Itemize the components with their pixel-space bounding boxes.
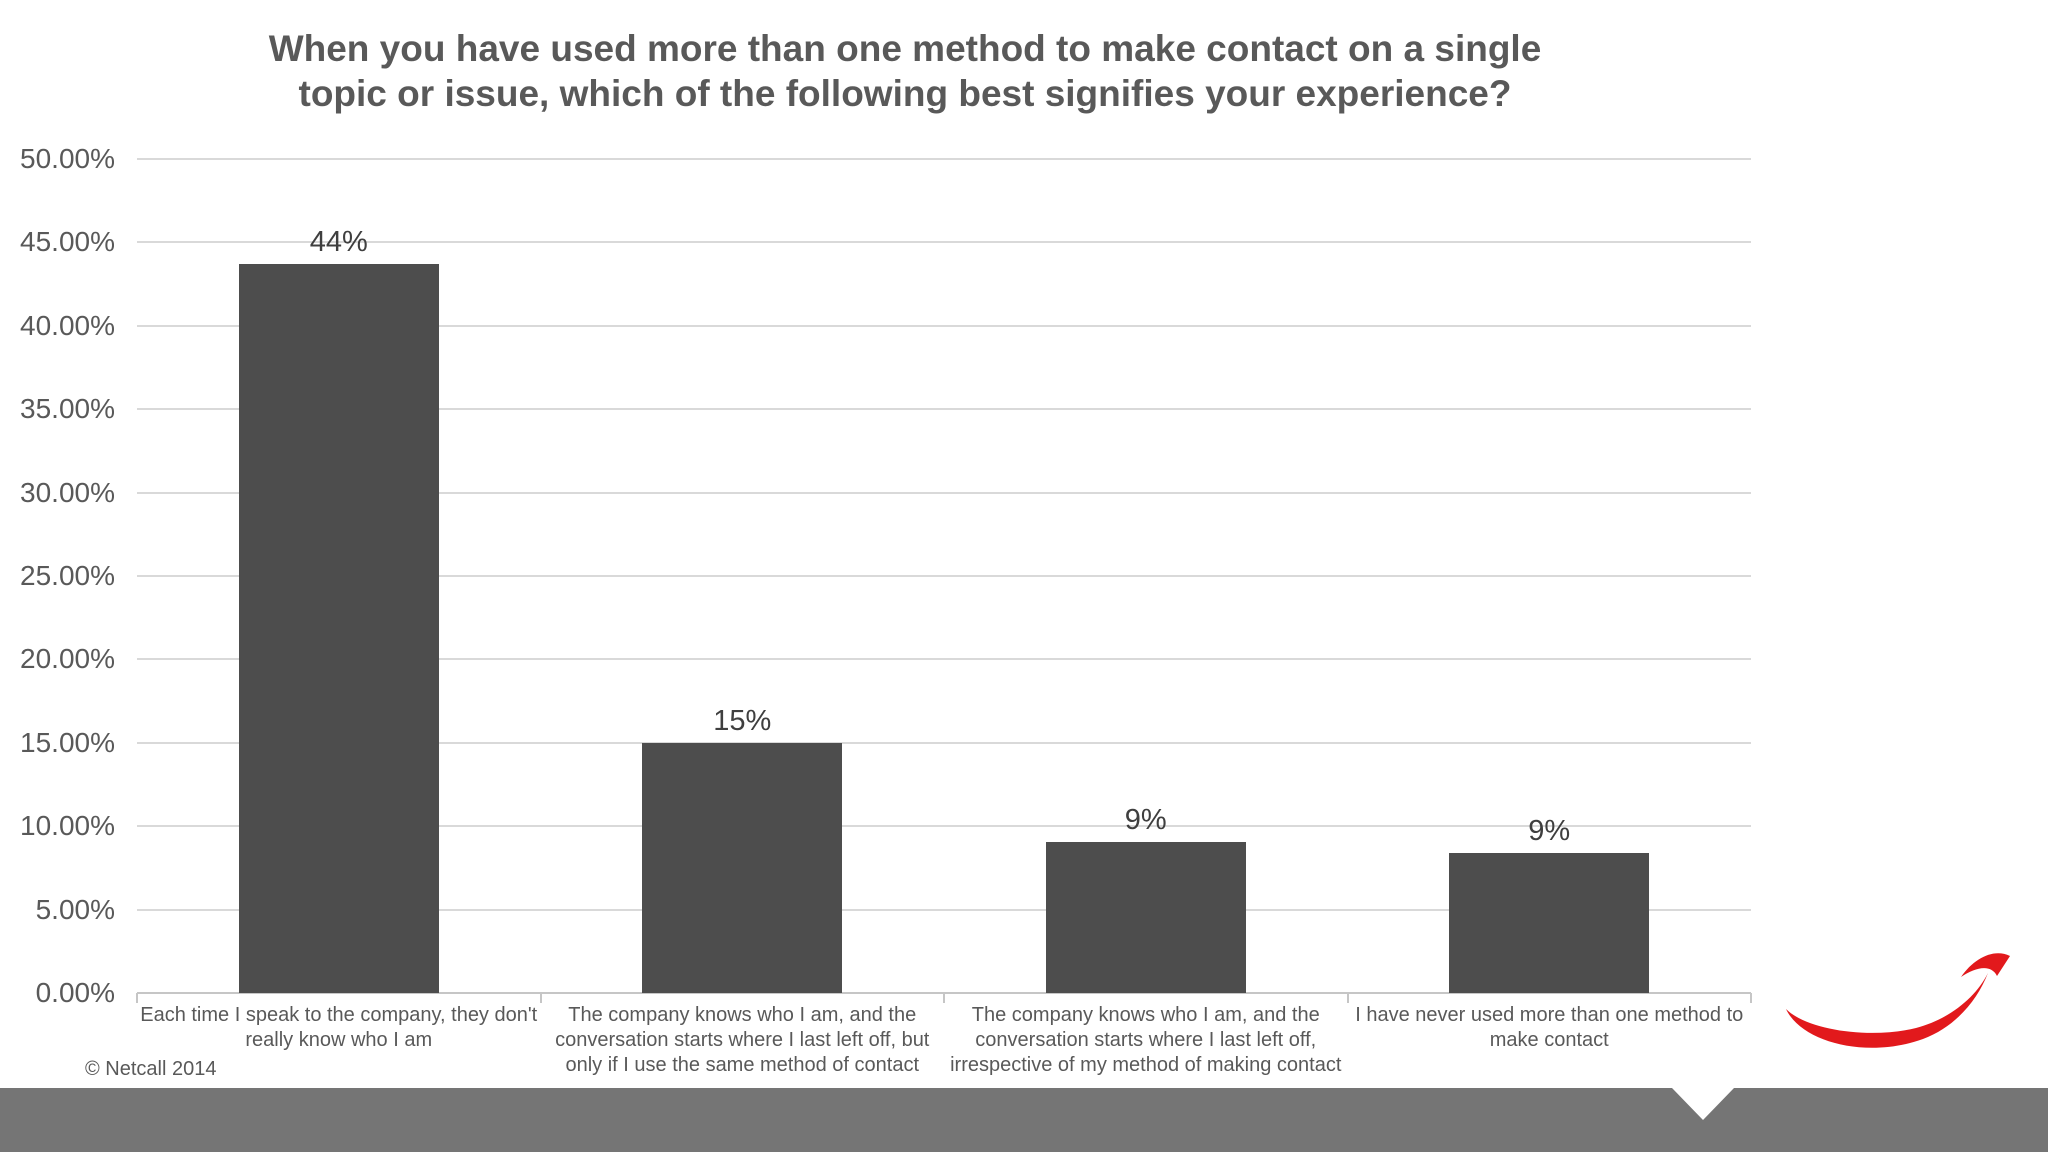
category-label: The company knows who I am, and the conv… <box>950 1004 1342 1076</box>
y-axis-label: 45.00% <box>20 226 115 258</box>
chart-title-line-1: When you have used more than one method … <box>268 28 1542 69</box>
bar-value-label: 15% <box>713 705 772 737</box>
netcall-swoosh-logo-icon <box>1786 953 2010 1048</box>
bar-value-label: 9% <box>1124 804 1167 836</box>
gridline <box>137 575 1751 577</box>
bar <box>1045 842 1246 993</box>
axis-tick <box>1750 993 1752 1003</box>
axis-tick <box>136 993 138 1003</box>
y-axis-label: 5.00% <box>35 893 115 925</box>
swoosh-curve <box>1786 973 1988 1048</box>
gridline <box>137 324 1751 327</box>
footer-bar <box>0 1088 2048 1152</box>
axis-tick <box>539 993 542 1003</box>
gridline <box>137 908 1751 911</box>
gridline <box>137 408 1751 411</box>
bar-value-label: 9% <box>1528 815 1571 847</box>
chart-title: When you have used more than one method … <box>95 26 1715 116</box>
category-label: The company knows who I am, and the conv… <box>555 1004 930 1076</box>
footer-notch-chevron <box>1672 1088 1734 1120</box>
swoosh-arrowhead <box>1961 953 2010 977</box>
gridline <box>137 658 1751 661</box>
y-axis-label: 25.00% <box>20 560 115 591</box>
y-axis-label: 30.00% <box>20 476 115 508</box>
copyright-text: © Netcall 2014 <box>85 1058 217 1080</box>
gridline <box>137 241 1751 244</box>
category-label: I have never used more than one method t… <box>1355 1004 1744 1051</box>
y-axis-label: 15.00% <box>20 726 115 758</box>
bar-value-label: 44% <box>309 226 368 258</box>
bar <box>1449 853 1650 993</box>
gridline <box>137 491 1751 494</box>
axis-tick <box>943 993 945 1003</box>
y-axis-label: 40.00% <box>20 309 115 341</box>
y-axis-label: 35.00% <box>20 393 115 425</box>
bar <box>642 743 843 993</box>
chart-title-line-2: topic or issue, which of the following b… <box>298 73 1512 114</box>
y-axis-label: 10.00% <box>20 810 115 842</box>
y-axis-label: 20.00% <box>20 643 115 675</box>
category-label: Each time I speak to the company, they d… <box>140 1004 538 1051</box>
gridline <box>137 741 1751 744</box>
y-axis-label: 0.00% <box>35 977 115 1008</box>
gridline <box>137 825 1751 828</box>
bar <box>238 264 439 993</box>
gridline <box>137 158 1751 160</box>
axis-tick <box>1346 993 1349 1003</box>
y-axis-label: 50.00% <box>20 143 115 174</box>
